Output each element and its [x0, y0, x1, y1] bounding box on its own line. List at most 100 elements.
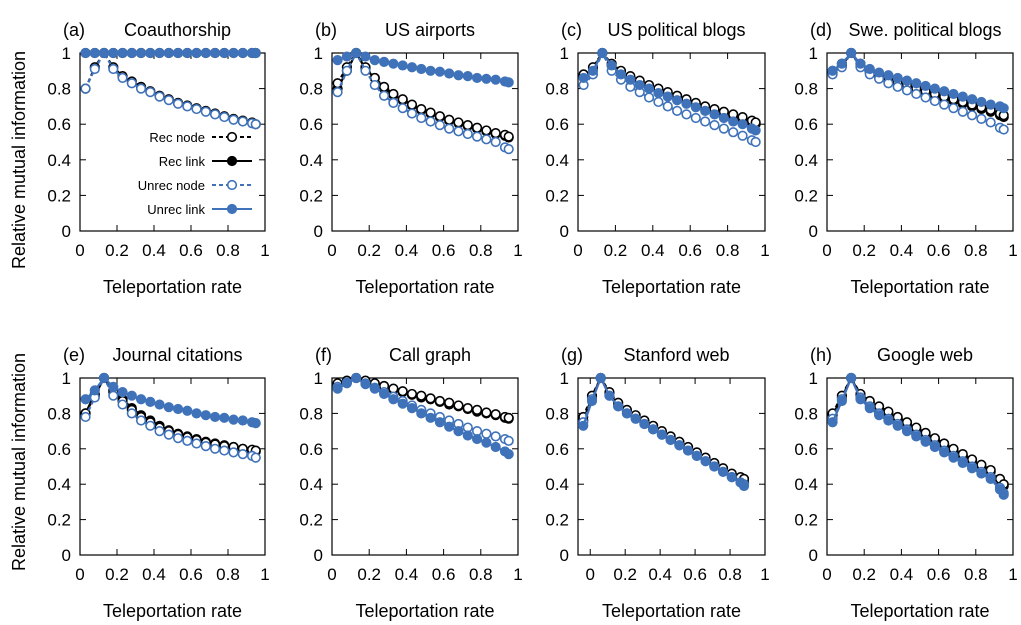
y-tick-label: 0.2	[47, 511, 71, 530]
x-tick-label: 0.8	[216, 241, 240, 260]
legend-marker-rec-node	[226, 131, 238, 143]
data-point-unrec-link	[966, 94, 978, 105]
data-point-rec-node	[388, 88, 399, 100]
data-point-unrec-link	[360, 379, 371, 390]
x-tick-label: 0.8	[469, 565, 493, 584]
data-point-rec-node	[453, 117, 464, 128]
data-point-unrec-link	[726, 472, 737, 483]
x-tick-label: 1	[513, 241, 522, 260]
data-point-unrec-link	[948, 452, 959, 463]
data-point-unrec-link	[836, 58, 847, 69]
data-point-unrec-node	[966, 110, 978, 121]
data-point-unrec-node	[653, 96, 664, 108]
data-point-unrec-link	[948, 88, 959, 100]
data-point-unrec-node	[503, 435, 514, 446]
y-tick-label: 0.8	[47, 404, 71, 423]
x-axis-label: Teleportation rate	[103, 277, 242, 297]
y-tick-label: 0	[314, 222, 323, 241]
panel-title: Coauthorship	[124, 20, 231, 40]
data-point-unrec-node	[976, 113, 987, 124]
y-tick-label: 0	[62, 546, 71, 565]
y-tick-label: 0.4	[545, 475, 569, 494]
y-tick-label: 0.6	[794, 115, 818, 134]
data-point-unrec-link	[864, 402, 875, 414]
x-tick-label: 1	[760, 241, 769, 260]
data-point-unrec-link	[237, 47, 248, 59]
data-point-unrec-link	[827, 417, 838, 428]
data-point-unrec-node	[700, 116, 711, 127]
data-point-rec-node	[397, 94, 408, 105]
panel-g: 0 0.2 0.4 0.6 0.8 1 0 0.2 0.4 0.6 0.8 1 (g) Stanford …	[545, 345, 769, 621]
data-point-unrec-node	[453, 126, 464, 137]
y-tick-label: 0.4	[794, 475, 818, 494]
data-point-unrec-node	[728, 127, 739, 138]
data-point-unrec-link	[369, 383, 380, 394]
data-point-unrec-link	[709, 461, 720, 472]
data-point-unrec-node	[80, 83, 91, 94]
data-point-unrec-link	[738, 480, 750, 492]
data-point-unrec-link	[108, 47, 119, 59]
data-point-unrec-node	[135, 415, 147, 426]
x-tick-label: 0.6	[432, 565, 456, 584]
data-point-unrec-node	[709, 119, 720, 131]
data-point-unrec-link	[836, 395, 847, 407]
series-line-unrec-node	[84, 50, 257, 126]
data-point-unrec-link	[855, 58, 866, 69]
data-point-unrec-node	[250, 119, 261, 130]
data-point-unrec-link	[250, 418, 261, 429]
data-point-unrec-node	[462, 128, 473, 140]
data-point-unrec-link	[864, 63, 875, 75]
data-point-unrec-link	[681, 98, 692, 109]
y-tick-label: 1	[809, 44, 818, 63]
x-axis-label: Teleportation rate	[355, 277, 494, 297]
data-point-unrec-node	[145, 420, 156, 431]
data-point-unrec-link	[250, 47, 261, 59]
data-point-unrec-link	[597, 47, 608, 59]
data-point-unrec-node	[182, 101, 193, 112]
x-tick-label: 0.6	[683, 565, 707, 584]
data-point-unrec-link	[80, 47, 91, 59]
data-point-rec-node	[444, 114, 455, 125]
data-point-unrec-node	[228, 114, 239, 125]
data-point-unrec-node	[154, 91, 165, 102]
y-tick-label: 0	[560, 546, 569, 565]
data-point-unrec-link	[80, 394, 91, 405]
y-tick-label: 1	[314, 369, 323, 388]
x-tick-label: 0	[585, 565, 594, 584]
data-point-unrec-link	[672, 95, 683, 106]
data-point-unrec-link	[587, 65, 599, 76]
y-tick-label: 0.8	[299, 404, 323, 423]
data-point-unrec-link	[674, 440, 685, 451]
data-point-unrec-link	[209, 411, 221, 423]
data-point-unrec-link	[939, 447, 950, 458]
x-tick-label: 0.4	[142, 565, 166, 584]
panel-a: 0 0.2 0.4 0.6 0.8 1 0 0.2 0.4 0.6 0.8 1 (a) Coauthors…	[47, 20, 269, 297]
data-point-unrec-link	[397, 60, 408, 71]
x-tick-label: 0.6	[179, 565, 203, 584]
data-point-unrec-link	[388, 58, 399, 69]
data-point-unrec-link	[901, 75, 913, 86]
data-point-unrec-link	[503, 77, 514, 88]
data-point-rec-node	[503, 412, 514, 423]
data-point-unrec-link	[182, 47, 193, 59]
data-point-unrec-link	[985, 473, 996, 484]
x-tick-label: 0.8	[716, 241, 740, 260]
data-point-unrec-node	[332, 87, 343, 98]
x-tick-label: 0.6	[927, 565, 951, 584]
data-point-unrec-link	[237, 415, 248, 426]
data-point-unrec-link	[145, 396, 156, 407]
data-point-unrec-link	[462, 71, 473, 82]
data-point-unrec-node	[200, 441, 211, 452]
data-point-unrec-node	[490, 431, 501, 442]
y-tick-label: 1	[560, 369, 569, 388]
data-point-rec-node	[490, 128, 501, 139]
data-point-unrec-node	[920, 92, 931, 103]
data-point-unrec-link	[172, 47, 184, 59]
y-tick-label: 0.2	[299, 511, 323, 530]
data-point-unrec-link	[966, 463, 978, 474]
x-tick-label: 0.4	[395, 565, 419, 584]
y-tick-label: 0.6	[545, 115, 569, 134]
data-point-unrec-link	[613, 401, 624, 412]
data-point-unrec-link	[89, 385, 100, 396]
